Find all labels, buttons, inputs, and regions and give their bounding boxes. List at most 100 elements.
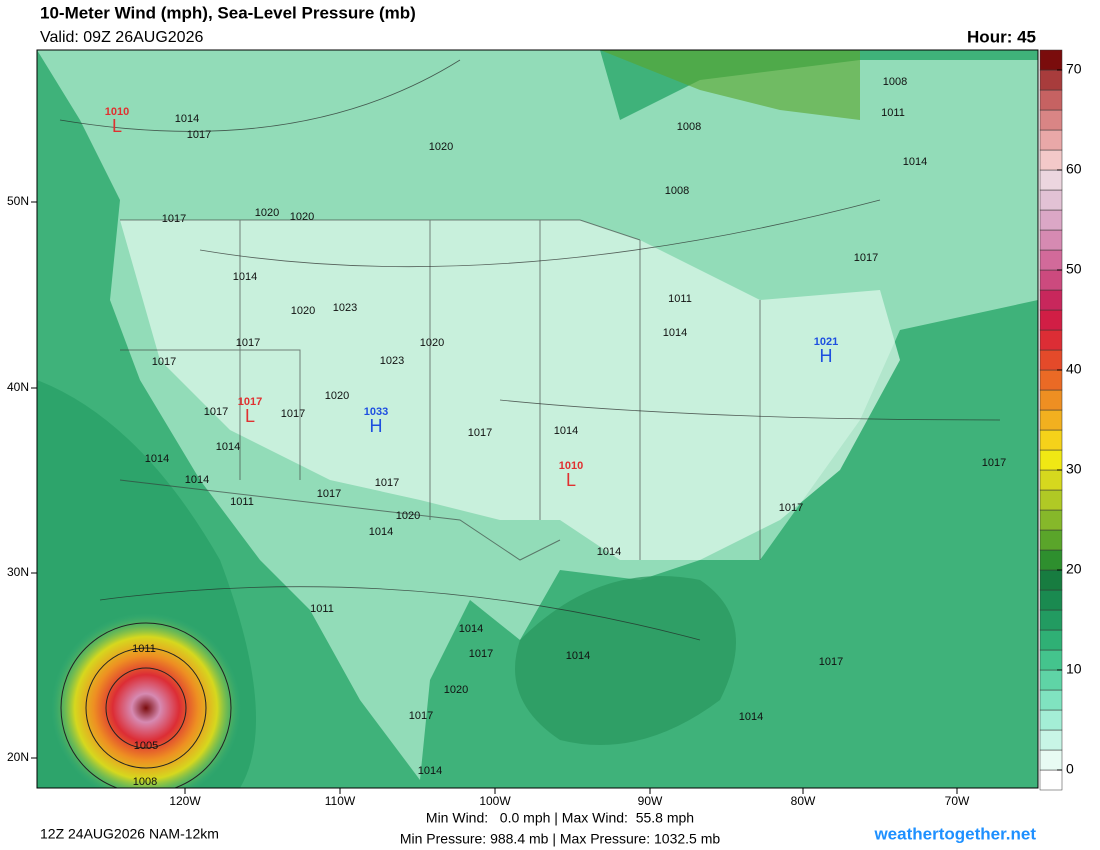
colorbar-label: 30 [1066, 461, 1082, 477]
map-area [37, 50, 1038, 788]
isobar-label: 1008 [665, 185, 689, 197]
colorbar-band [1039, 569, 1063, 591]
colorbar-band [1039, 709, 1063, 731]
isobar-label: 1017 [281, 408, 305, 420]
model-run: 12Z 24AUG2026 NAM-12km [40, 826, 219, 842]
colorbar-label: 20 [1066, 561, 1082, 577]
isobar-label: 1017 [162, 213, 186, 225]
center-pressure: 1010 [559, 460, 583, 472]
colorbar-band [1039, 629, 1063, 651]
colorbar-band [1039, 89, 1063, 111]
canada-winds [600, 50, 860, 120]
colorbar-band [1039, 729, 1063, 751]
isobar-label: 1014 [233, 271, 257, 283]
colorbar-band [1039, 769, 1063, 791]
isobar-label: 1020 [396, 510, 420, 522]
center-symbol: L [566, 470, 576, 490]
map-frame [36, 49, 1039, 789]
colorbar-band [1039, 749, 1063, 771]
colorbar-band [1039, 349, 1063, 371]
isobar-label: 1017 [469, 648, 493, 660]
isobar-label: 1014 [663, 327, 687, 339]
colorbar-band [1039, 229, 1063, 251]
lat-label: 50N [7, 194, 29, 208]
valid-time: Valid: 09Z 26AUG2026 [40, 29, 203, 46]
isobar-label: 1014 [739, 711, 763, 723]
isobar [59, 59, 1001, 641]
isobar-label: 1014 [216, 441, 240, 453]
isobar-label: 1017 [468, 427, 492, 439]
isobar-label: 1017 [317, 488, 341, 500]
forecast-hour: Hour: 45 [967, 27, 1036, 46]
isobar-label: 1017 [819, 656, 843, 668]
isobar-label: 1011 [132, 643, 156, 655]
isobar-label: 1014 [185, 474, 209, 486]
map-labels: 1014 1017 1020 1008 1008 1008 1011 1014 1017 1020… [105, 76, 1006, 788]
isobar-label: 1020 [420, 337, 444, 349]
isobar-label: 1008 [133, 776, 157, 788]
isobar-label: 1017 [236, 337, 260, 349]
site-credit: weathertogether.net [873, 824, 1036, 843]
isobar-label: 1020 [325, 390, 349, 402]
colorbar-label: 40 [1066, 361, 1082, 377]
isobar-label: 1020 [444, 684, 468, 696]
colorbar-band [1039, 549, 1063, 571]
colorbar-band [1039, 429, 1063, 451]
isobar-label: 1008 [883, 76, 907, 88]
colorbar-band [1039, 509, 1063, 531]
isobar-label: 1023 [333, 302, 357, 314]
colorbar-label: 60 [1066, 161, 1082, 177]
isobar-label: 1023 [380, 355, 404, 367]
center-symbol: L [112, 116, 122, 136]
title: 10-Meter Wind (mph), Sea-Level Pressure … [40, 3, 416, 22]
isobar-label: 1017 [409, 710, 433, 722]
isobar-label: 1011 [881, 107, 905, 119]
colorbar-band [1039, 209, 1063, 231]
colorbar-band [1039, 169, 1063, 191]
colorbar-band [1039, 189, 1063, 211]
isobar-label: 1014 [418, 765, 442, 777]
boundaries [119, 219, 761, 561]
colorbar-band [1039, 409, 1063, 431]
colorbar-label: 70 [1066, 61, 1082, 77]
center-pressure: 1010 [105, 106, 129, 118]
colorbar-band [1039, 649, 1063, 671]
colorbar-band [1039, 329, 1063, 351]
isobar-label: 1014 [459, 623, 483, 635]
lon-label: 120W [169, 794, 201, 808]
isobar-label: 1017 [375, 477, 399, 489]
colorbar-label: 10 [1066, 661, 1082, 677]
isobar-label: 1011 [310, 603, 334, 615]
colorbar-band [1039, 609, 1063, 631]
wind-stats: Min Wind: 0.0 mph | Max Wind: 55.8 mph [426, 810, 694, 826]
isobar-label: 1011 [668, 293, 692, 305]
center-symbol: H [370, 416, 383, 436]
isobar-label: 1017 [152, 356, 176, 368]
isobar-label: 1020 [429, 141, 453, 153]
isobar-label: 1005 [134, 740, 158, 752]
isobar-label: 1014 [554, 425, 578, 437]
colorbar-band [1039, 489, 1063, 511]
isobar-label: 1014 [175, 113, 199, 125]
colorbar-band [1039, 589, 1063, 611]
isobar-label: 1017 [854, 252, 878, 264]
colorbar-band [1039, 389, 1063, 411]
isobar [105, 667, 187, 749]
isobar-label: 1014 [566, 650, 590, 662]
lon-label: 90W [638, 794, 663, 808]
colorbar-band [1039, 689, 1063, 711]
isobar-label: 1017 [779, 502, 803, 514]
isobar-label: 1017 [982, 457, 1006, 469]
center-symbol: L [245, 406, 255, 426]
isobar-label: 1017 [204, 406, 228, 418]
isobar [60, 622, 232, 788]
isobar-label: 1020 [290, 211, 314, 223]
colorbar-band [1039, 669, 1063, 691]
lon-label: 70W [945, 794, 970, 808]
isobar-label: 1014 [903, 156, 927, 168]
isobar-label: 1014 [145, 453, 169, 465]
hurricane [51, 613, 241, 788]
colorbar-band [1039, 289, 1063, 311]
lat-label: 30N [7, 565, 29, 579]
us-light-winds [120, 220, 900, 560]
